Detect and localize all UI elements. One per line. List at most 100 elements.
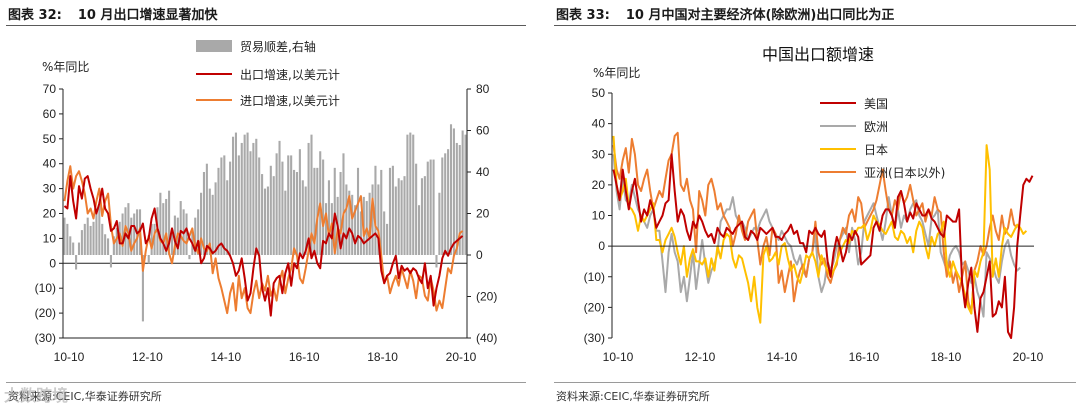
bar-trade-balance bbox=[420, 178, 423, 255]
bar-trade-balance bbox=[307, 142, 310, 255]
bar-trade-balance bbox=[444, 153, 447, 255]
figure-label: 图表 33: bbox=[556, 8, 610, 23]
figure-title: 图表 32: 10 月出口增速显著加快 bbox=[8, 4, 217, 23]
bar-trade-balance bbox=[162, 203, 165, 255]
bar-trade-balance bbox=[348, 190, 351, 255]
y-tick-label: 60 bbox=[43, 107, 57, 121]
bar-trade-balance bbox=[441, 157, 444, 255]
bar-trade-balance bbox=[202, 172, 206, 255]
y-tick-label: 40 bbox=[43, 157, 57, 171]
bar-trade-balance bbox=[461, 130, 464, 255]
bar-trade-balance bbox=[374, 165, 377, 255]
bar-trade-balance bbox=[194, 217, 197, 255]
bar-trade-balance bbox=[240, 142, 243, 255]
bar-trade-balance bbox=[449, 124, 453, 256]
bar-trade-balance bbox=[83, 223, 86, 255]
bar-trade-balance bbox=[89, 225, 92, 255]
bar-trade-balance bbox=[464, 134, 467, 255]
bar-trade-balance bbox=[173, 215, 176, 255]
legend-label-import: 进口增速,以美元计 bbox=[240, 94, 340, 108]
bar-trade-balance bbox=[153, 223, 156, 255]
y-tick-label: (20) bbox=[584, 300, 605, 314]
bar-trade-balance bbox=[386, 223, 389, 255]
bar-trade-balance bbox=[371, 184, 374, 255]
line-asia-ex-japan bbox=[612, 131, 1018, 315]
source-rule bbox=[554, 382, 1076, 383]
bar-trade-balance bbox=[417, 205, 421, 255]
y-tick-label: 70 bbox=[43, 82, 57, 96]
y-tick-label: (30) bbox=[35, 331, 56, 345]
bar-trade-balance bbox=[115, 228, 118, 255]
source-note: 资料来源:CEIC,华泰证券研究所 bbox=[8, 390, 162, 403]
chart-title: 中国出口额增速 bbox=[762, 45, 874, 64]
y-tick-label: 20 bbox=[43, 207, 57, 221]
trade-chart: 70 60 50 40 30 20 10 0 (10) (20) (30) 80 60 40 20 0 (20)… bbox=[35, 39, 498, 364]
bar-trade-balance bbox=[415, 163, 418, 255]
bar-trade-balance bbox=[107, 238, 110, 255]
bar-trade-balance bbox=[211, 194, 214, 255]
source-rule bbox=[6, 382, 526, 383]
bar-trade-balance bbox=[243, 134, 246, 255]
bar-trade-balance bbox=[112, 236, 115, 255]
figure-right: 图表 33: 10 月中国对主要经济体(除欧洲)出口同比为正 中国出口额增速 %年同… bbox=[548, 0, 1080, 411]
line-export-growth bbox=[63, 175, 464, 317]
bar-trade-balance bbox=[432, 159, 435, 255]
bar-trade-balance bbox=[295, 172, 299, 255]
bar-trade-balance bbox=[234, 132, 237, 255]
y-tick-label: 10 bbox=[592, 209, 606, 223]
y-axis-title: %年同比 bbox=[593, 66, 640, 80]
bar-trade-balance bbox=[101, 223, 104, 255]
bar-trade-balance bbox=[447, 149, 450, 255]
y-tick-label: 20 bbox=[592, 178, 606, 192]
bar-trade-balance bbox=[63, 217, 66, 255]
bar-trade-balance bbox=[316, 167, 319, 255]
bar-trade-balance bbox=[452, 128, 455, 255]
bar-trade-balance bbox=[400, 180, 403, 255]
bar-trade-balance bbox=[391, 165, 394, 255]
bar-trade-balance bbox=[322, 159, 325, 255]
bar-trade-balance bbox=[272, 176, 275, 255]
bar-trade-balance bbox=[252, 142, 255, 255]
bar-trade-balance bbox=[168, 190, 171, 255]
bar-trade-balance bbox=[380, 169, 383, 255]
y-tick-label: (30) bbox=[584, 331, 605, 345]
figure-caption: 10 月中国对主要经济体(除欧洲)出口同比为正 bbox=[625, 8, 895, 23]
bar-trade-balance bbox=[351, 194, 354, 255]
bar-trade-balance bbox=[214, 182, 217, 255]
bar-trade-balance bbox=[304, 186, 307, 255]
x-tick-label: 18-10 bbox=[367, 350, 398, 364]
y2-tick-label: (20) bbox=[476, 290, 497, 304]
bar-trade-balance bbox=[133, 213, 136, 255]
x-tick-label: 14-10 bbox=[210, 350, 241, 364]
bar-trade-balance bbox=[217, 167, 220, 255]
bar-trade-balance bbox=[72, 242, 75, 255]
bar-trade-balance bbox=[429, 159, 432, 255]
legend-label-asia-ex-japan: 亚洲(日本以外) bbox=[864, 166, 945, 180]
y-tick-label: (10) bbox=[584, 270, 605, 284]
bar-trade-balance bbox=[339, 172, 342, 255]
y2-tick-label: 60 bbox=[476, 124, 490, 138]
bar-trade-balance bbox=[377, 184, 380, 255]
x-tick-label: 12-10 bbox=[132, 350, 163, 364]
x-tick-label: 16-10 bbox=[289, 350, 320, 364]
legend-label-japan: 日本 bbox=[864, 143, 888, 157]
bar-trade-balance bbox=[109, 255, 113, 268]
bar-trade-balance bbox=[263, 188, 267, 255]
bar-trade-balance bbox=[237, 155, 240, 255]
legend-label-trade-balance: 贸易顺差,右轴 bbox=[240, 39, 316, 54]
bar-trade-balance bbox=[258, 157, 261, 255]
bar-trade-balance bbox=[356, 167, 360, 255]
y-tick-label: 50 bbox=[592, 86, 606, 100]
bar-trade-balance bbox=[409, 132, 412, 255]
bar-trade-balance bbox=[426, 161, 429, 255]
y2-tick-label: 20 bbox=[476, 207, 490, 221]
watermark: 大数跨境 bbox=[4, 386, 69, 405]
bar-trade-balance bbox=[403, 176, 406, 255]
x-tick-label: 18-10 bbox=[931, 350, 962, 364]
legend-swatch-trade-balance bbox=[196, 40, 232, 52]
bar-trade-balance bbox=[388, 167, 392, 255]
bar-trade-balance bbox=[77, 242, 81, 255]
bar-trade-balance bbox=[313, 167, 316, 255]
bar-trade-balance bbox=[281, 161, 284, 255]
bar-trade-balance bbox=[147, 255, 150, 264]
